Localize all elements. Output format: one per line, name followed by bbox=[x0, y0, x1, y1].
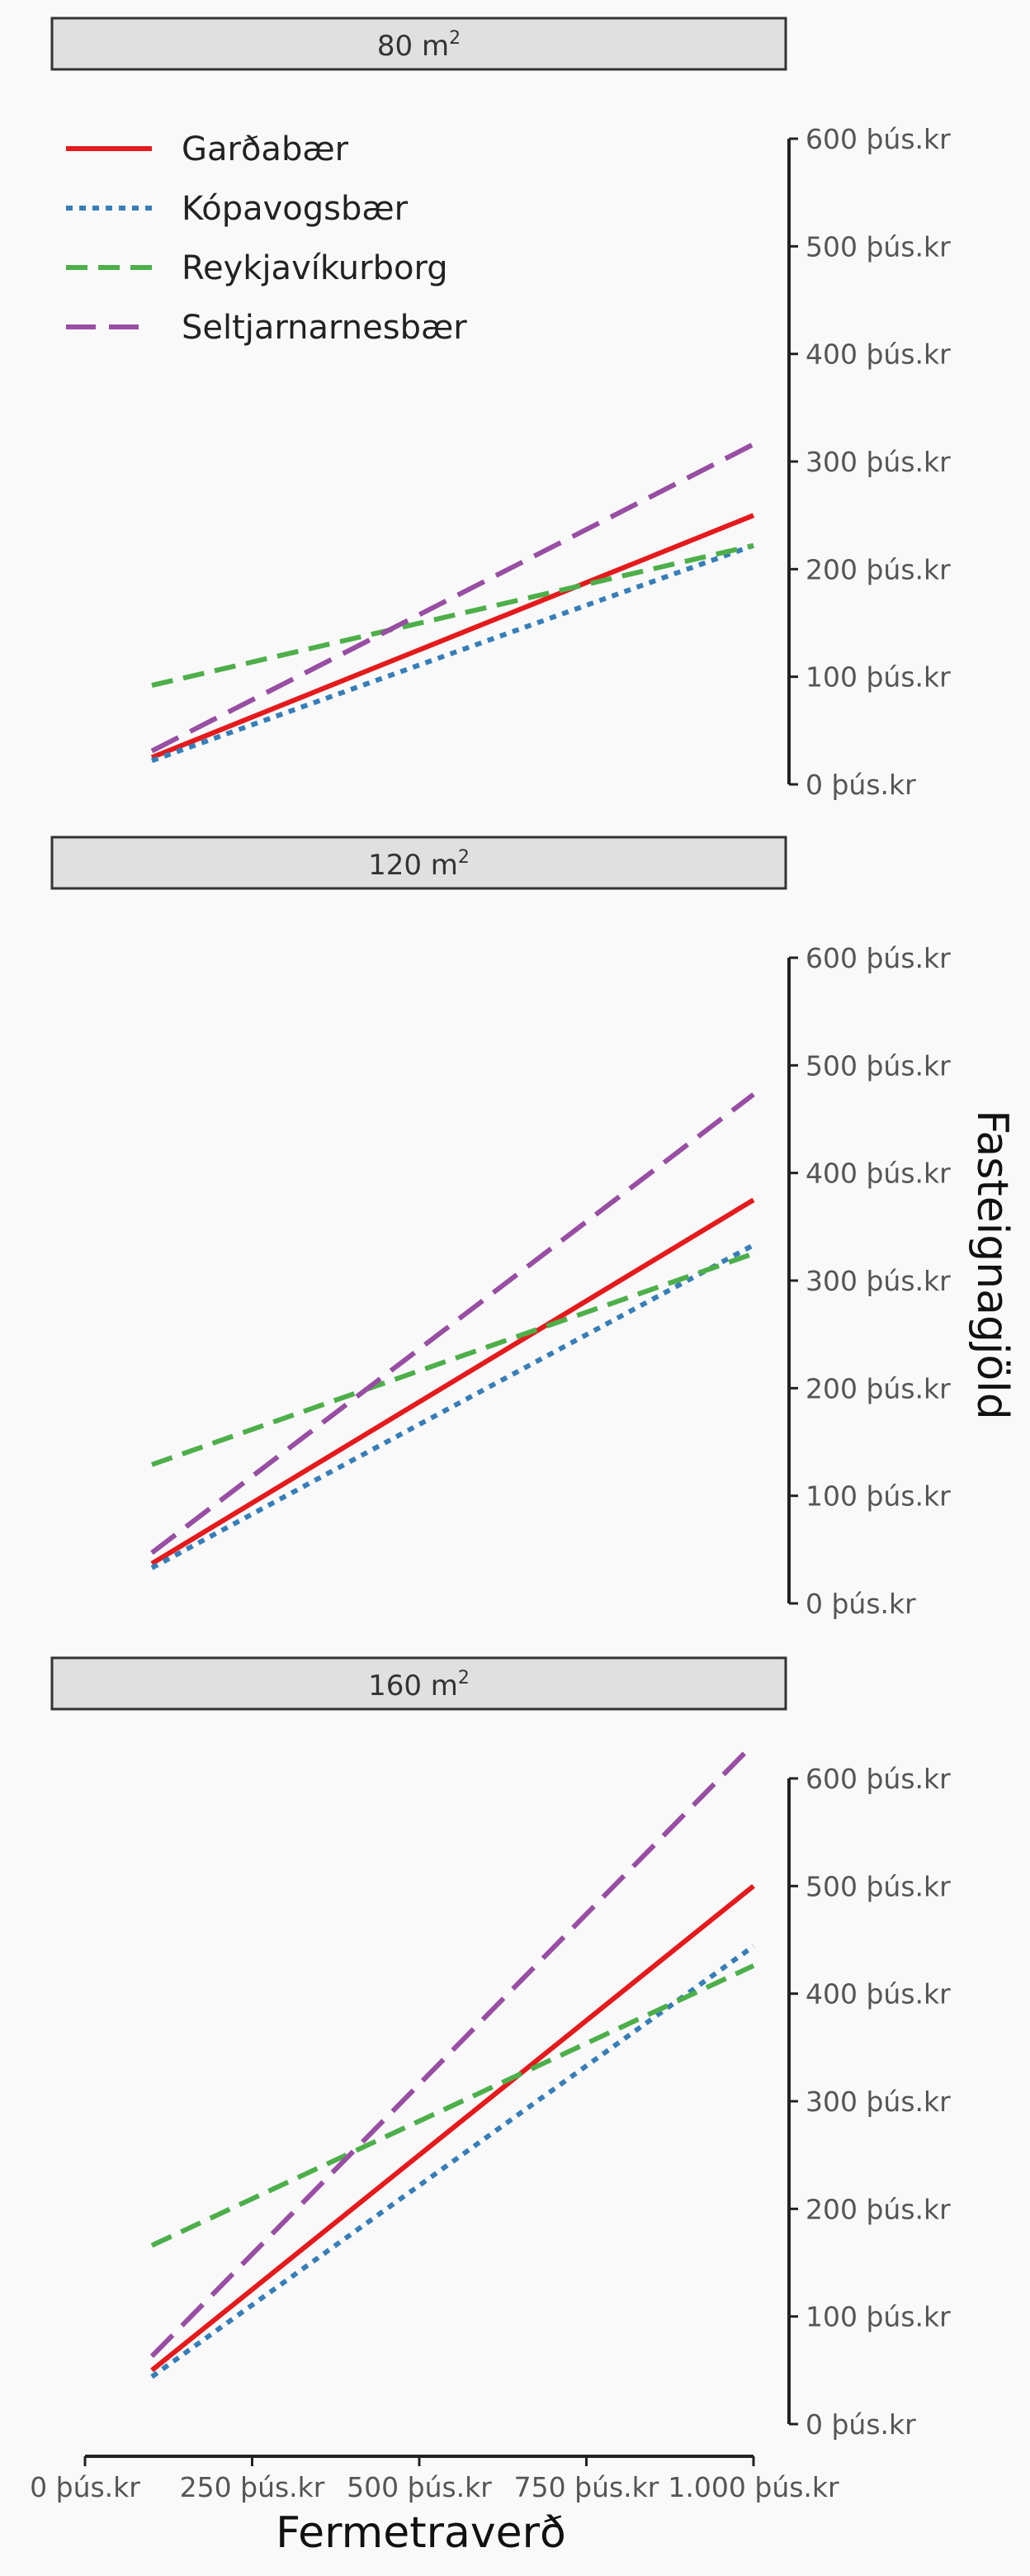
x-tick-label: 500 þús.kr bbox=[347, 2471, 492, 2503]
y-tick-label: 600 þús.kr bbox=[806, 942, 951, 974]
legend-label: Reykjavíkurborg bbox=[182, 249, 448, 287]
y-tick-label: 100 þús.kr bbox=[806, 2301, 951, 2333]
series-line-gardabaer bbox=[150, 513, 755, 760]
x-tick-label: 250 þús.kr bbox=[180, 2471, 325, 2503]
series-line-seltjarnarnesbaer bbox=[150, 442, 755, 754]
x-tick-label: 750 þús.kr bbox=[514, 2471, 659, 2503]
legend-item-reykjavikurborg: Reykjavíkurborg bbox=[66, 249, 448, 287]
series-line-seltjarnarnesbaer bbox=[150, 1092, 755, 1556]
panel-1: 80 m2 0 þús.kr 100 þús.kr 200 þús.kr 300 þús… bbox=[50, 17, 951, 801]
y-tick-label: 200 þús.kr bbox=[806, 2193, 951, 2225]
y-tick-label: 200 þús.kr bbox=[806, 1372, 951, 1404]
x-tick-label: 0 þús.kr bbox=[30, 2471, 140, 2503]
legend-label: Kópavogsbær bbox=[182, 190, 409, 228]
x-axis-title: Fermetraverð bbox=[276, 2508, 566, 2558]
legend-item-gardabaer: Garðabær bbox=[66, 130, 349, 168]
y-tick-label: 100 þús.kr bbox=[806, 1480, 951, 1513]
y-tick-label: 500 þús.kr bbox=[806, 1049, 951, 1082]
y-tick-label: 200 þús.kr bbox=[806, 553, 951, 585]
y-tick-label: 500 þús.kr bbox=[806, 1870, 951, 1902]
panel-strip bbox=[50, 1656, 787, 1711]
y-tick-label: 300 þús.kr bbox=[806, 2086, 951, 2118]
y-tick-label: 600 þús.kr bbox=[806, 1763, 951, 1795]
series-line-kopavogsbaer bbox=[150, 542, 755, 764]
panel-strip-label: 120 m2 bbox=[368, 847, 470, 882]
panel-3: 160 m2 0 þús.kr 100 þús.kr 200 þús.kr 300 þú… bbox=[50, 1656, 951, 2441]
legend-item-kopavogsbaer: Kópavogsbær bbox=[66, 190, 409, 228]
series-line-kopavogsbaer bbox=[150, 1944, 755, 2379]
legend-label: Seltjarnarnesbær bbox=[182, 309, 467, 347]
panel-2: 120 m2 0 þús.kr 100 þús.kr 200 þús.kr 300 þú… bbox=[50, 836, 951, 1620]
panel-strip bbox=[50, 17, 787, 71]
series-line-kopavogsbaer bbox=[150, 1243, 755, 1570]
y-tick-label: 600 þús.kr bbox=[806, 123, 951, 155]
legend-item-seltjarnarnesbaer: Seltjarnarnesbær bbox=[66, 309, 467, 347]
y-tick-label: 100 þús.kr bbox=[806, 661, 951, 694]
chart-panels: 80 m2 0 þús.kr 100 þús.kr 200 þús.kr 300 þús… bbox=[50, 17, 951, 2441]
y-tick-label: 400 þús.kr bbox=[806, 1978, 951, 2010]
legend: Garðabær Kópavogsbær Reykjavíkurborg Seltja… bbox=[66, 130, 467, 347]
y-tick-label: 0 þús.kr bbox=[806, 2408, 916, 2441]
panel-strip bbox=[50, 836, 787, 890]
series-line-gardabaer bbox=[150, 1197, 755, 1566]
y-axis-title: Fasteignagjöld bbox=[967, 1110, 1017, 1419]
y-tick-label: 0 þús.kr bbox=[806, 769, 916, 801]
legend-label: Garðabær bbox=[182, 130, 349, 168]
series-line-reykjavikurborg bbox=[151, 1251, 754, 1467]
y-tick-label: 300 þús.kr bbox=[806, 446, 951, 478]
y-tick-label: 300 þús.kr bbox=[806, 1265, 951, 1297]
y-tick-label: 0 þús.kr bbox=[806, 1588, 916, 1620]
x-axis: 0 þús.kr 250 þús.kr 500 þús.kr 750 þús.kr 1.… bbox=[30, 2455, 839, 2503]
series-line-reykjavikurborg bbox=[151, 542, 754, 689]
series-line-seltjarnarnesbaer bbox=[149, 1742, 756, 2359]
y-tick-label: 500 þús.kr bbox=[806, 230, 951, 263]
x-tick-label: 1.000 þús.kr bbox=[668, 2471, 839, 2503]
series-line-reykjavikurborg bbox=[150, 1963, 755, 2248]
series-line-gardabaer bbox=[150, 1883, 755, 2373]
panel-strip-label: 160 m2 bbox=[368, 1668, 470, 1702]
y-tick-label: 400 þús.kr bbox=[806, 339, 951, 371]
panel-strip-label: 80 m2 bbox=[377, 28, 461, 63]
y-tick-label: 400 þús.kr bbox=[806, 1158, 951, 1190]
